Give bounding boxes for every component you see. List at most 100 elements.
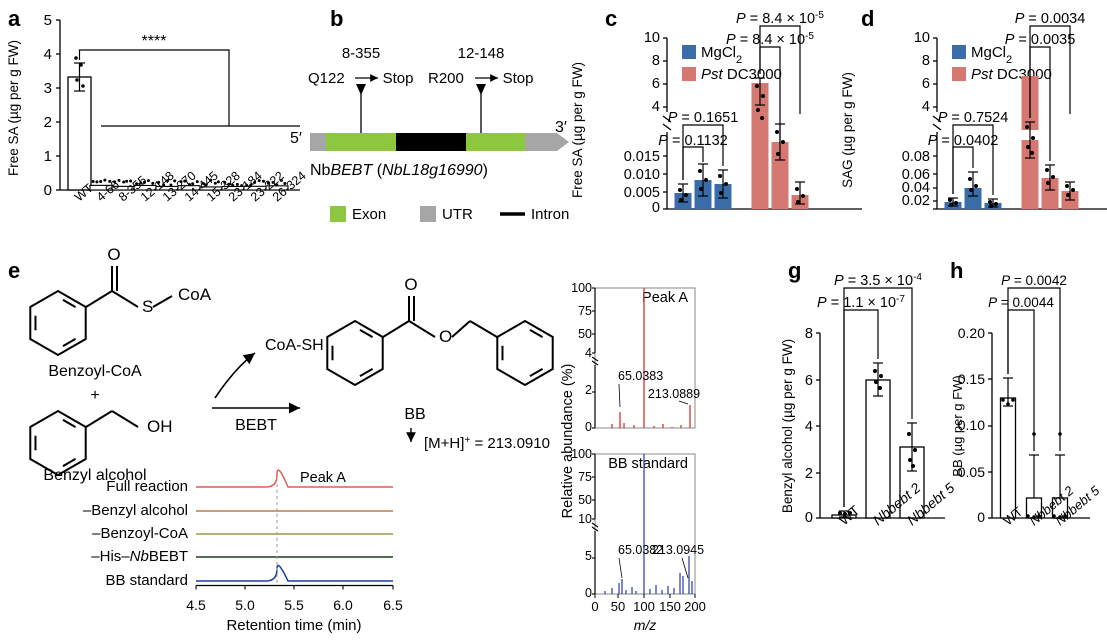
svg-text:0: 0 [585, 586, 592, 600]
svg-text:10: 10 [578, 512, 592, 526]
svg-text:Peak A: Peak A [300, 470, 346, 486]
svg-text:P = 0.0035: P = 0.0035 [1005, 32, 1076, 48]
svg-text:–Benzoyl-CoA: –Benzoyl-CoA [92, 525, 188, 542]
svg-text:6.0: 6.0 [333, 597, 353, 613]
svg-text:BB standard: BB standard [608, 456, 688, 472]
svg-text:2: 2 [805, 466, 813, 482]
svg-text:–His–NbBEBT: –His–NbBEBT [91, 548, 188, 565]
svg-text:0: 0 [585, 420, 592, 434]
svg-text:Peak A: Peak A [642, 290, 688, 306]
svg-text:P = 0.0042: P = 0.0042 [1001, 273, 1067, 288]
svg-text:Free SA (µg per g FW): Free SA (µg per g FW) [570, 62, 585, 198]
svg-text:Pst DC3000: Pst DC3000 [701, 66, 782, 83]
svg-text:0.015: 0.015 [624, 149, 660, 165]
svg-text:0: 0 [44, 182, 52, 199]
svg-text:–Benzyl alcohol: –Benzyl alcohol [83, 502, 188, 519]
svg-text:Stop: Stop [383, 70, 414, 87]
svg-text:Exon: Exon [352, 206, 386, 223]
svg-text:65.0383: 65.0383 [618, 369, 663, 383]
svg-text:CoA: CoA [178, 285, 212, 304]
svg-text:4: 4 [805, 419, 813, 435]
svg-text:50: 50 [578, 493, 592, 507]
svg-text:O: O [404, 275, 417, 294]
svg-text:5.5: 5.5 [284, 597, 304, 613]
svg-text:75: 75 [578, 470, 592, 484]
svg-text:8-355: 8-355 [342, 45, 380, 62]
svg-text:Q122: Q122 [308, 70, 345, 87]
svg-text:BB: BB [404, 406, 425, 423]
svg-text:O: O [439, 327, 452, 346]
svg-text:4.5: 4.5 [186, 597, 206, 613]
svg-text:50: 50 [611, 599, 625, 614]
svg-text:WT: WT [836, 502, 863, 529]
svg-text:P = 0.0402: P = 0.0402 [928, 133, 999, 149]
svg-text:P = 1.1 × 10-7: P = 1.1 × 10-7 [817, 294, 905, 312]
svg-text:10: 10 [644, 30, 660, 46]
svg-text:4: 4 [652, 99, 660, 115]
svg-text:0.010: 0.010 [624, 167, 660, 183]
svg-text:8: 8 [805, 326, 813, 342]
svg-text:4: 4 [585, 346, 592, 360]
svg-text:BB standard: BB standard [105, 572, 188, 589]
svg-text:0.08: 0.08 [902, 149, 930, 165]
svg-text:100: 100 [571, 281, 592, 295]
svg-text:Relative abundance (%): Relative abundance (%) [560, 364, 576, 519]
svg-text:R200: R200 [428, 70, 464, 87]
svg-text:BEBT: BEBT [235, 417, 277, 434]
svg-text:P = 8.4 × 10-5: P = 8.4 × 10-5 [736, 10, 824, 28]
svg-text:4: 4 [44, 46, 52, 63]
svg-text:213.0889: 213.0889 [648, 387, 700, 401]
svg-text:100: 100 [633, 599, 655, 614]
svg-text:Full reaction: Full reaction [106, 478, 188, 495]
svg-text:P = 8.4 × 10-5: P = 8.4 × 10-5 [726, 31, 814, 49]
svg-text:6: 6 [652, 76, 660, 92]
svg-text:0: 0 [805, 510, 813, 526]
svg-text:5′: 5′ [290, 130, 302, 147]
svg-text:Free SA (µg per g FW): Free SA (µg per g FW) [6, 40, 21, 176]
svg-text:4: 4 [922, 99, 930, 115]
svg-text:75: 75 [578, 304, 592, 318]
svg-text:5: 5 [585, 549, 592, 563]
svg-text:6: 6 [922, 76, 930, 92]
svg-text:P = 0.1132: P = 0.1132 [658, 133, 727, 149]
svg-text:P = 0.0034: P = 0.0034 [1015, 11, 1086, 27]
svg-text:6: 6 [805, 373, 813, 389]
svg-text:6.5: 6.5 [383, 597, 403, 613]
svg-text:UTR: UTR [442, 206, 473, 223]
svg-text:2: 2 [44, 114, 52, 131]
svg-text:10: 10 [914, 30, 930, 46]
svg-text:SAG (µg per g FW): SAG (µg per g FW) [840, 72, 855, 188]
svg-text:CoA-SH: CoA-SH [265, 337, 324, 354]
svg-text:2: 2 [585, 383, 592, 397]
svg-text:m/z: m/z [634, 617, 657, 633]
svg-text:P = 0.1651: P = 0.1651 [668, 110, 739, 126]
svg-text:0: 0 [591, 599, 598, 614]
svg-text:5: 5 [44, 12, 52, 29]
svg-text:NbBEBT (NbL18g16990): NbBEBT (NbL18g16990) [310, 162, 488, 179]
svg-text:OH: OH [147, 417, 173, 436]
svg-text:0: 0 [652, 200, 660, 216]
svg-text:****: **** [142, 33, 167, 50]
svg-text:Benzyl alcohol (µg per g FW): Benzyl alcohol (µg per g FW) [780, 339, 795, 513]
svg-text:50: 50 [578, 327, 592, 341]
svg-text:8: 8 [922, 53, 930, 69]
svg-text:P = 3.5 × 10-4: P = 3.5 × 10-4 [834, 272, 922, 290]
svg-text:0.02: 0.02 [902, 193, 930, 209]
svg-text:150: 150 [659, 599, 681, 614]
svg-text:O: O [107, 245, 120, 264]
svg-text:+: + [90, 387, 99, 404]
svg-text:1: 1 [44, 148, 52, 165]
svg-text:Pst DC3000: Pst DC3000 [971, 66, 1052, 83]
svg-text:213.0945: 213.0945 [652, 543, 704, 557]
svg-text:S: S [142, 297, 153, 316]
svg-text:BB (µg per g FW): BB (µg per g FW) [950, 375, 965, 476]
svg-text:5.0: 5.0 [235, 597, 255, 613]
svg-text:3: 3 [44, 80, 52, 97]
svg-text:Retention time (min): Retention time (min) [226, 617, 361, 634]
svg-text:0.20: 0.20 [958, 325, 985, 341]
svg-text:P = 0.0044: P = 0.0044 [988, 295, 1054, 310]
svg-text:12-148: 12-148 [458, 45, 505, 62]
svg-text:8: 8 [652, 53, 660, 69]
svg-text:0.005: 0.005 [624, 185, 660, 201]
svg-text:200: 200 [684, 599, 706, 614]
